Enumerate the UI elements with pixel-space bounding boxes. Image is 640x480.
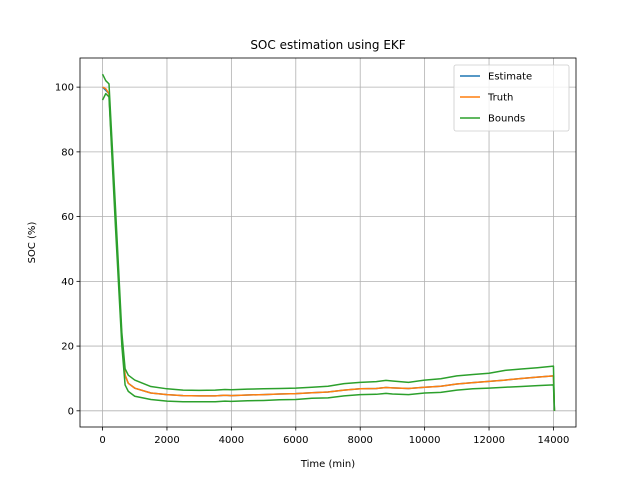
x-tick-label: 0	[99, 435, 105, 446]
plot-frame	[79, 57, 577, 428]
legend-label-truth: Truth	[487, 93, 513, 104]
y-tick-label: 80	[61, 147, 74, 158]
x-tick-label: 8000	[347, 435, 372, 446]
legend-label-estimate: Estimate	[488, 72, 532, 83]
y-axis-label: SOC (%)	[27, 222, 38, 264]
legend: Estimate Truth Bounds	[453, 64, 570, 132]
x-tick-label: 14000	[538, 435, 570, 446]
x-tick-label: 2000	[154, 435, 179, 446]
x-tick-label: 4000	[219, 435, 244, 446]
y-tick-label: 100	[55, 83, 74, 94]
x-tick-label: 12000	[473, 435, 505, 446]
chart-title: SOC estimation using EKF	[250, 38, 405, 52]
y-axis: 0 20 40 60 80 100	[55, 83, 80, 417]
series-layer	[101, 73, 556, 411]
legend-box	[453, 64, 570, 132]
y-tick-label: 40	[61, 277, 74, 288]
legend-label-bounds: Bounds	[488, 114, 525, 125]
y-tick-label: 20	[61, 342, 74, 353]
bounds-line	[101, 73, 556, 411]
x-axis: 0 2000 4000 6000 8000 10000 12000 14000	[99, 427, 569, 446]
truth-line	[102, 86, 556, 411]
x-tick-label: 6000	[283, 435, 308, 446]
x-axis-label: Time (min)	[300, 459, 355, 470]
y-tick-label: 60	[61, 212, 74, 223]
x-tick-label: 10000	[409, 435, 441, 446]
bounds-lower-line	[101, 92, 556, 411]
y-tick-label: 0	[68, 406, 74, 417]
